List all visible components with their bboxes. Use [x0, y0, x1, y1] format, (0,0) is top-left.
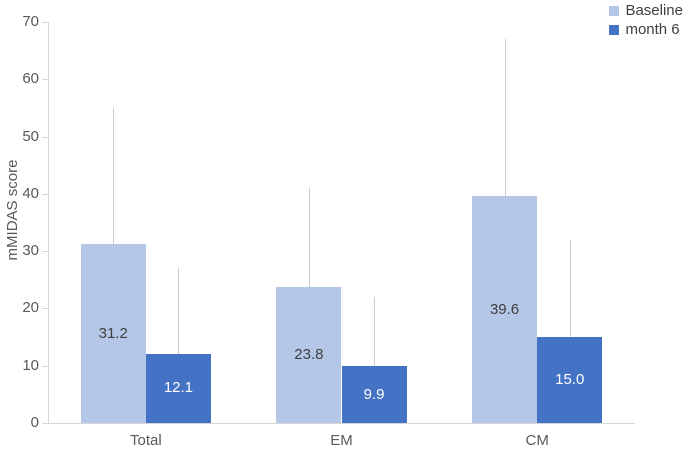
- y-tick-mark: [42, 79, 48, 81]
- x-category-label-total: Total: [129, 432, 162, 449]
- bar-value-label-baseline-total: 31.2: [98, 324, 128, 342]
- bar-value-label-month-6-cm: 15.0: [555, 371, 585, 389]
- y-tick-label: 70: [22, 13, 39, 30]
- y-tick-mark: [42, 193, 48, 195]
- x-category-label-cm: CM: [525, 432, 549, 449]
- bar-value-label-month-6-total: 12.1: [163, 379, 194, 397]
- bar-baseline-cm: [471, 196, 538, 423]
- error-bar-baseline-cm: [504, 39, 506, 197]
- error-bar-month-6-cm: [569, 239, 571, 338]
- y-tick-label: 60: [22, 70, 39, 88]
- y-axis-line: [48, 22, 49, 423]
- bar-value-label-baseline-em: 23.8: [294, 345, 324, 363]
- y-tick-label: 10: [22, 356, 39, 374]
- bar-baseline-em: [276, 286, 342, 423]
- y-tick-label: 30: [22, 242, 39, 260]
- x-category-label-em: EM: [330, 432, 353, 449]
- legend-label-baseline: Baseline: [625, 2, 683, 19]
- y-tick-mark: [42, 136, 48, 138]
- y-axis-title: mMIDAS score: [4, 159, 21, 260]
- legend-item-month6: month 6: [609, 20, 683, 39]
- y-tick-mark: [42, 22, 48, 23]
- error-bar-month-6-em: [374, 296, 376, 367]
- legend: Baseline month 6: [609, 1, 683, 39]
- y-tick-mark: [42, 251, 48, 253]
- bar-month-6-cm: [537, 337, 603, 423]
- legend-swatch-month6-icon: [609, 24, 620, 35]
- y-tick-mark: [42, 423, 48, 424]
- bar-baseline-total: [80, 244, 146, 423]
- error-bar-baseline-total: [113, 107, 115, 245]
- y-tick-label: 0: [30, 414, 39, 431]
- bar-value-label-baseline-cm: 39.6: [489, 300, 520, 318]
- bar-month-6-em: [341, 366, 407, 423]
- error-bar-month-6-total: [178, 268, 180, 354]
- error-bar-baseline-em: [308, 188, 310, 287]
- y-tick-mark: [42, 308, 48, 310]
- legend-item-baseline: Baseline: [609, 1, 683, 20]
- y-tick-label: 40: [22, 184, 39, 202]
- legend-label-month6: month 6: [625, 21, 680, 38]
- bar-value-label-month-6-em: 9.9: [363, 385, 385, 403]
- y-tick-label: 20: [22, 299, 39, 317]
- y-tick-mark: [42, 365, 48, 367]
- bar-month-6-total: [145, 353, 212, 423]
- y-tick-label: 50: [22, 127, 39, 145]
- x-axis-line: [48, 423, 635, 424]
- legend-swatch-baseline-icon: [609, 5, 620, 16]
